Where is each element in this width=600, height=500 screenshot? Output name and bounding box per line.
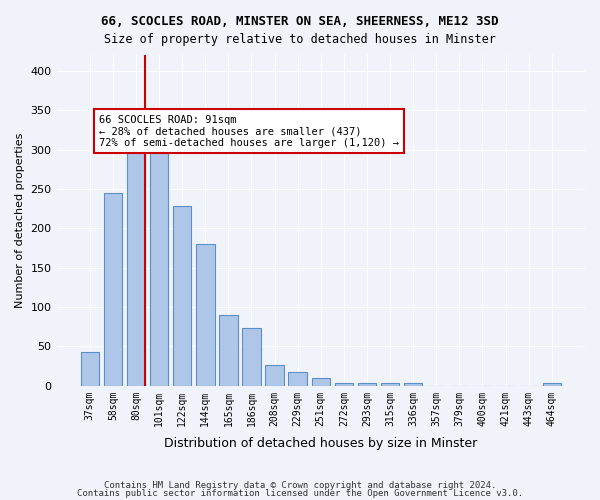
Bar: [173, 206, 191, 386]
Bar: [381, 384, 400, 386]
Bar: [289, 372, 307, 386]
Bar: [104, 193, 122, 386]
Bar: [265, 366, 284, 386]
Bar: [242, 328, 261, 386]
Bar: [404, 384, 422, 386]
Text: Contains HM Land Registry data © Crown copyright and database right 2024.: Contains HM Land Registry data © Crown c…: [104, 481, 496, 490]
X-axis label: Distribution of detached houses by size in Minster: Distribution of detached houses by size …: [164, 437, 478, 450]
Bar: [80, 352, 99, 386]
Text: Size of property relative to detached houses in Minster: Size of property relative to detached ho…: [104, 32, 496, 46]
Bar: [542, 384, 561, 386]
Bar: [311, 378, 330, 386]
Bar: [150, 122, 169, 386]
Bar: [196, 244, 215, 386]
Bar: [127, 140, 145, 386]
Y-axis label: Number of detached properties: Number of detached properties: [15, 132, 25, 308]
Text: 66, SCOCLES ROAD, MINSTER ON SEA, SHEERNESS, ME12 3SD: 66, SCOCLES ROAD, MINSTER ON SEA, SHEERN…: [101, 15, 499, 28]
Text: Contains public sector information licensed under the Open Government Licence v3: Contains public sector information licen…: [77, 488, 523, 498]
Bar: [219, 315, 238, 386]
Bar: [335, 382, 353, 386]
Text: 66 SCOCLES ROAD: 91sqm
← 28% of detached houses are smaller (437)
72% of semi-de: 66 SCOCLES ROAD: 91sqm ← 28% of detached…: [99, 114, 399, 148]
Bar: [358, 382, 376, 386]
